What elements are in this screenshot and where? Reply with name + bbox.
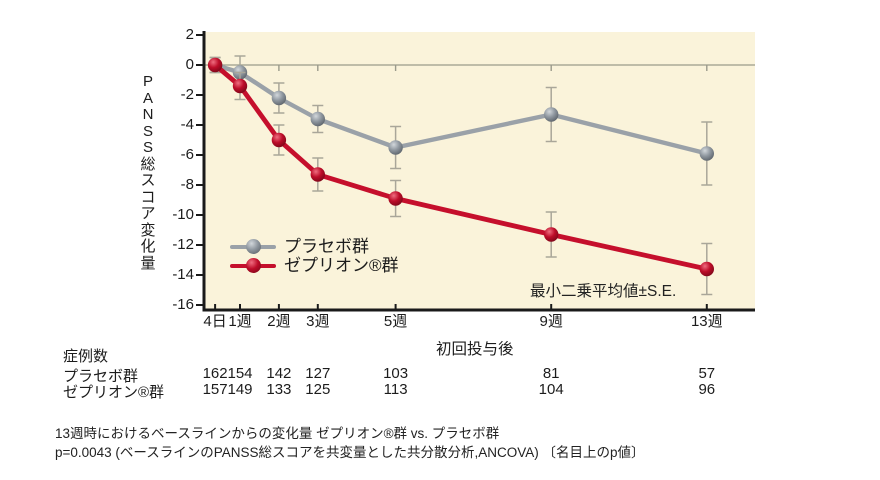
y-axis-title-char: A <box>142 89 153 107</box>
legend-marker-icon <box>245 239 261 254</box>
y-axis-title-char: 総 <box>140 155 156 173</box>
cases-count: 154 <box>227 365 253 382</box>
x-axis-title: 初回投与後 <box>436 341 514 358</box>
legend-label: ゼプリオン®群 <box>284 256 399 275</box>
cases-count: 104 <box>538 381 564 398</box>
y-axis-title-char: 変 <box>140 221 156 239</box>
y-axis-title-char: ス <box>140 172 156 189</box>
y-axis-title-char: N <box>142 106 154 123</box>
legend: プラセボ群 ゼプリオン®群 <box>230 238 399 274</box>
y-tick-label: 2 <box>185 26 194 43</box>
data-point-marker <box>544 227 559 242</box>
cases-count: 127 <box>305 365 331 382</box>
legend-line-swatch <box>230 239 276 254</box>
cases-count: 142 <box>266 365 292 382</box>
footnote-line-1: 13週時におけるベースラインからの変化量 ゼプリオン®群 vs. プラセボ群 <box>55 426 500 441</box>
cases-count: 96 <box>698 381 716 398</box>
cases-count: 149 <box>227 381 253 398</box>
data-point-marker <box>388 140 403 155</box>
y-axis-title-char: 量 <box>140 254 156 272</box>
y-axis-title-char: S <box>142 122 153 140</box>
x-tick-label: 2週 <box>267 313 291 330</box>
data-point-marker <box>544 107 559 122</box>
legend-marker-icon <box>245 258 261 273</box>
cases-count: 125 <box>305 381 331 398</box>
cases-count: 81 <box>542 365 560 382</box>
y-tick-label: -16 <box>172 296 194 313</box>
data-point-marker <box>388 191 403 206</box>
cases-count: 113 <box>383 381 408 398</box>
cases-count: 57 <box>698 365 716 382</box>
y-axis-title-char: コ <box>140 188 156 206</box>
data-point-marker <box>232 78 248 94</box>
x-tick-label: 1週 <box>228 313 252 330</box>
data-point-marker <box>310 167 325 182</box>
x-tick-label: 13週 <box>690 313 723 330</box>
y-axis-title-char: 化 <box>140 238 156 255</box>
y-tick-label: -14 <box>172 266 194 283</box>
x-tick-label: 4日 <box>203 313 227 330</box>
data-point-marker <box>699 146 714 161</box>
y-tick-label: 0 <box>185 56 194 73</box>
cases-row-label-xeplion: ゼプリオン®群 <box>63 384 165 401</box>
x-tick-label: 9週 <box>539 313 563 330</box>
y-axis-title-char: P <box>142 73 153 90</box>
data-point-marker <box>271 132 287 148</box>
y-tick-label: -12 <box>172 236 194 253</box>
data-point-marker <box>699 261 714 277</box>
y-tick-label: -4 <box>180 116 194 133</box>
footnotes: 13週時におけるベースラインからの変化量 ゼプリオン®群 vs. プラセボ群 p… <box>55 424 645 462</box>
x-tick-label: 3週 <box>306 313 330 330</box>
cases-count: 133 <box>266 381 292 398</box>
footnote-line-2: p=0.0043 (ベースラインのPANSS総スコアを共変量とした共分散分析,A… <box>55 445 645 460</box>
y-tick-label: -2 <box>180 86 194 103</box>
cases-count: 157 <box>202 381 228 398</box>
y-tick-label: -10 <box>172 206 194 223</box>
y-axis-title-char: S <box>142 139 153 156</box>
y-axis-title-char: ア <box>140 205 156 222</box>
legend-item-placebo: プラセボ群 <box>230 238 399 255</box>
plot-background <box>205 32 755 310</box>
cases-row-label-placebo: プラセボ群 <box>63 368 139 385</box>
y-tick-label: -8 <box>180 176 194 193</box>
cases-table-header: 症例数 <box>63 348 109 365</box>
series-xeplion <box>207 56 714 296</box>
cases-count: 103 <box>383 365 409 382</box>
legend-line-swatch <box>230 258 276 273</box>
cases-count: 162 <box>202 365 228 382</box>
legend-item-xeplion: ゼプリオン®群 <box>230 257 399 274</box>
legend-label: プラセボ群 <box>284 237 369 256</box>
data-point-marker <box>310 111 325 127</box>
y-tick-label: -6 <box>180 146 194 163</box>
data-point-marker <box>207 57 223 73</box>
data-point-marker <box>271 90 287 106</box>
annotation-lsmean-se: 最小二乗平均値±S.E. <box>530 283 677 300</box>
x-tick-label: 5週 <box>383 313 408 330</box>
